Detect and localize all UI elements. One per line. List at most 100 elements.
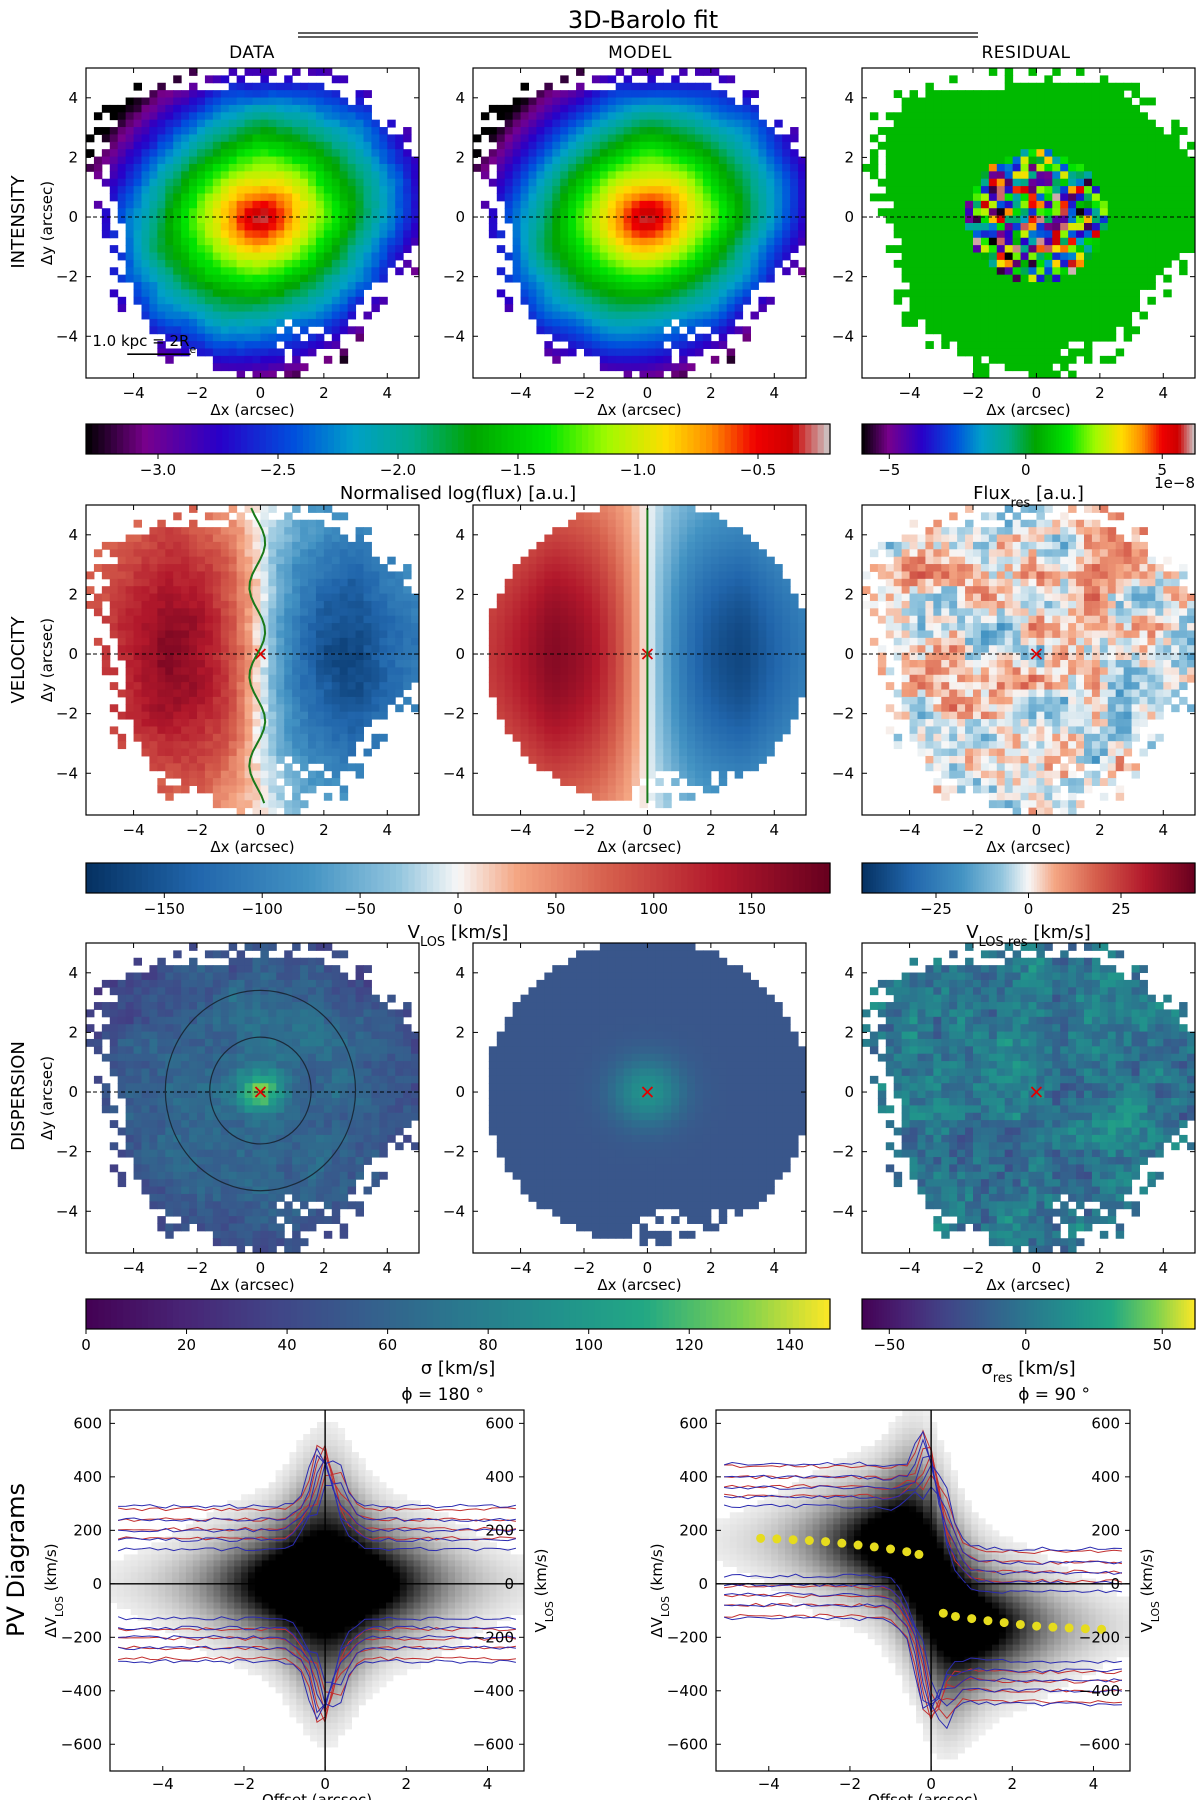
row-title-dispersion: DISPERSION (8, 1041, 29, 1151)
rotation-point (772, 1534, 782, 1544)
colorbar-tick-label: 60 (378, 1336, 397, 1354)
y-tick-label: 200 (73, 1521, 102, 1539)
contour-line (118, 1444, 516, 1512)
y-tick-label: 4 (844, 964, 854, 982)
colorbar-frame (85, 423, 831, 455)
x-axis-label: Δx (arcsec) (210, 838, 294, 856)
rotation-point (853, 1540, 863, 1550)
contour-line (724, 1455, 1123, 1576)
y-tick-label-right: 600 (485, 1414, 514, 1432)
y-tick-label: 0 (844, 645, 854, 663)
velocity-colorbar-main: −150 −100 −50 0 50 100 150 VLOS [km/s] (85, 862, 831, 950)
y-tick-label: 400 (73, 1468, 102, 1486)
x-tick-label: 0 (643, 821, 653, 839)
panel-frame (85, 67, 420, 379)
x-tick-label: −4 (510, 384, 532, 402)
y-tick-label: −2 (832, 268, 854, 286)
x-axis-label: Δx (arcsec) (986, 1276, 1070, 1294)
x-tick-label: 0 (1032, 1259, 1042, 1277)
x-tick-label: 2 (706, 821, 716, 839)
y-tick-label: −2 (56, 705, 78, 723)
centre-marker (641, 1086, 654, 1098)
contour-line (724, 1463, 1122, 1585)
colorbar-frame (85, 1298, 831, 1330)
colorbar-tick-label: 80 (479, 1336, 498, 1354)
rotation-point (1048, 1622, 1058, 1632)
y-tick-label: −4 (443, 327, 465, 345)
y-tick-label: 2 (68, 148, 78, 166)
colorbar-tick-label: 0 (81, 1336, 91, 1354)
x-axis-label: Δx (arcsec) (986, 401, 1070, 419)
centre-marker (254, 648, 267, 660)
x-axis-label: Offset (arcsec) (868, 1791, 978, 1800)
x-tick-label: 2 (1095, 1259, 1105, 1277)
y-tick-label: 0 (68, 645, 78, 663)
map-panels: 1.0 kpc = 2Re −4 −2 0 2 4 −4 −2 0 2 4 Δx (arcsec) Δy… (38, 67, 1196, 1294)
y-tick-label: 0 (455, 645, 465, 663)
velocity-panel-residual: −4 −2 0 2 4 −4 −2 0 2 4 Δx (arcsec) (832, 504, 1196, 856)
panel-frame (861, 67, 1196, 379)
x-axis-label: Δx (arcsec) (210, 1276, 294, 1294)
y-tick-label: −4 (443, 764, 465, 782)
panel-frame (472, 67, 807, 379)
y-axis-label: ΔVLOS (km/s) (648, 1543, 672, 1637)
velocity-pixels-residual (862, 505, 1196, 816)
dispersion-pixels-model (488, 943, 807, 1247)
colorbar-tick-label: 0 (1024, 900, 1034, 918)
rotation-point (837, 1538, 847, 1548)
column-title-model: MODEL (608, 43, 672, 63)
y-tick-label: −2 (443, 268, 465, 286)
contour-line (118, 1447, 517, 1509)
dispersion-pixels-data (86, 943, 420, 1254)
x-tick-label: 4 (383, 1259, 393, 1277)
pv-90-contours (723, 1429, 1123, 1730)
y-tick-label: 4 (68, 964, 78, 982)
y-tick-label-right: −600 (1079, 1735, 1120, 1753)
y-tick-label: −200 (61, 1628, 102, 1646)
x-tick-label: −4 (152, 1775, 174, 1793)
x-tick-label: −4 (899, 821, 921, 839)
row-title-pv: PV Diagrams (2, 1483, 30, 1637)
pv-180-intensity (110, 1422, 525, 1748)
x-tick-label: 4 (483, 1775, 493, 1793)
y-axis-label: Δy (arcsec) (38, 1056, 56, 1140)
y-tick-label: 2 (844, 148, 854, 166)
x-axis-label: Δx (arcsec) (986, 838, 1070, 856)
rotation-point (756, 1533, 766, 1543)
ring-1 (209, 1036, 312, 1145)
y-tick-label: −4 (443, 1202, 465, 1220)
x-tick-label: 4 (1159, 384, 1169, 402)
y-tick-label: −200 (667, 1628, 708, 1646)
colorbar-tick-label: −2.5 (260, 461, 296, 479)
contour-line (118, 1656, 516, 1724)
x-tick-label: −2 (233, 1775, 255, 1793)
x-tick-label: 0 (320, 1775, 330, 1793)
dispersion-panel-model: −4 −2 0 2 4 −4 −2 0 2 4 Δx (arcsec) (443, 942, 807, 1294)
x-tick-label: 0 (643, 384, 653, 402)
contour-line (724, 1446, 1122, 1565)
colorbar-tick-label: −25 (920, 900, 952, 918)
colorbar-tick-label: 150 (737, 900, 766, 918)
intensity-pixels-data (86, 68, 420, 379)
x-axis-label: Δx (arcsec) (597, 401, 681, 419)
y-tick-label: −400 (667, 1682, 708, 1700)
x-tick-label: −4 (899, 384, 921, 402)
x-tick-label: 0 (256, 1259, 266, 1277)
x-tick-label: 4 (1089, 1775, 1099, 1793)
colorbar-tick-label: 0 (453, 900, 463, 918)
contour-line (724, 1602, 1123, 1707)
contour-line (723, 1430, 1122, 1552)
contour-line (118, 1634, 517, 1711)
intensity-panel-residual: −4 −2 0 2 4 −4 −2 0 2 4 Δx (arcsec) (832, 67, 1196, 419)
x-tick-label: −2 (962, 384, 984, 402)
panel-frame (85, 504, 420, 816)
panel-frame (861, 942, 1196, 1254)
y-tick-label-right: −400 (473, 1682, 514, 1700)
y-tick-label: 0 (698, 1575, 708, 1593)
y-tick-label: −4 (56, 1202, 78, 1220)
panel-frame (715, 1409, 1131, 1772)
y-tick-label: 400 (679, 1468, 708, 1486)
centre-marker (254, 1086, 267, 1098)
column-title-data: DATA (229, 43, 275, 63)
